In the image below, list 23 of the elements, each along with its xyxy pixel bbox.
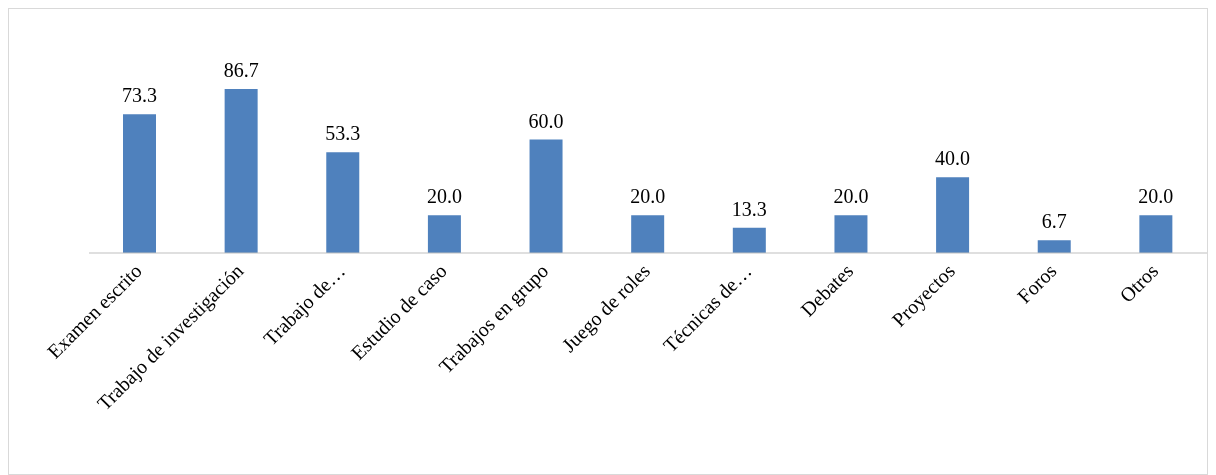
data-label: 60.0 [528, 109, 564, 132]
bar [529, 139, 563, 253]
data-label: 53.3 [325, 122, 361, 145]
bar [123, 114, 156, 253]
data-label: 86.7 [223, 59, 259, 81]
bar [631, 215, 665, 253]
data-label: 20.0 [1138, 185, 1174, 208]
x-tick-label: Otros [1115, 259, 1163, 307]
data-label: 20.0 [426, 185, 462, 208]
bar [326, 152, 360, 253]
bar [1037, 240, 1071, 253]
data-label: 20.0 [833, 185, 869, 208]
data-label: 20.0 [630, 185, 666, 208]
data-label: 40.0 [935, 147, 971, 170]
data-label: 13.3 [731, 197, 767, 220]
data-label: 6.7 [1041, 210, 1067, 233]
bar [834, 215, 868, 253]
bar [1139, 215, 1173, 253]
bar [732, 227, 766, 253]
data-label: 73.3 [122, 84, 157, 107]
bar [224, 89, 258, 253]
bar [427, 215, 461, 253]
bar [936, 177, 970, 253]
